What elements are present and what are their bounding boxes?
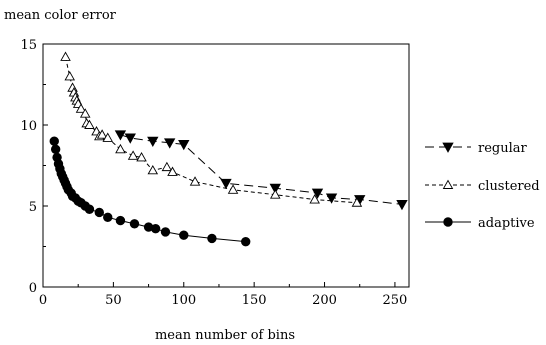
series-regular xyxy=(114,130,408,211)
data-point-regular xyxy=(269,183,281,195)
data-point-clustered xyxy=(64,70,76,81)
data-point-clustered xyxy=(75,103,87,113)
x-axis-title: mean number of bins xyxy=(155,328,295,343)
data-point-clustered xyxy=(147,164,159,175)
data-point-clustered xyxy=(127,150,139,160)
series-line-regular xyxy=(120,134,403,205)
data-point-adaptive xyxy=(129,219,140,229)
data-point-adaptive xyxy=(160,227,171,237)
y-tick-label: 5 xyxy=(29,200,37,215)
data-point-clustered xyxy=(84,119,95,129)
data-point-clustered xyxy=(269,189,281,199)
x-tick-label: 250 xyxy=(383,293,408,308)
data-point-clustered xyxy=(102,132,114,142)
legend-label: adaptive xyxy=(478,216,535,231)
data-point-adaptive xyxy=(50,144,61,155)
legend-item-regular: regular xyxy=(425,141,528,156)
legend-marker xyxy=(442,142,454,153)
x-tick-label: 50 xyxy=(105,293,122,308)
data-point-regular xyxy=(147,136,159,148)
data-point-clustered xyxy=(167,166,178,176)
series-clustered xyxy=(60,51,363,207)
data-point-regular xyxy=(325,193,338,204)
data-point-regular xyxy=(178,140,190,151)
x-tick-label: 100 xyxy=(171,293,196,308)
legend-label: clustered xyxy=(478,179,540,194)
series-layer xyxy=(49,51,408,247)
data-point-clustered xyxy=(161,161,173,172)
axes: 0 50 100 150 200 250 0 5 10 15 xyxy=(20,38,410,308)
x-tick-label: 200 xyxy=(312,293,337,308)
y-axis-title: mean color error xyxy=(4,8,117,23)
y-tick-label: 10 xyxy=(20,119,37,134)
data-point-regular xyxy=(396,199,408,211)
data-point-adaptive xyxy=(207,233,217,244)
data-point-adaptive xyxy=(150,223,161,234)
data-point-regular xyxy=(220,178,232,190)
data-point-clustered xyxy=(189,176,201,186)
x-tick-label: 150 xyxy=(242,293,267,308)
legend-marker xyxy=(443,217,453,227)
data-point-clustered xyxy=(79,108,91,118)
x-tick-label: 0 xyxy=(39,293,47,308)
plot-frame xyxy=(42,43,410,288)
data-point-clustered xyxy=(115,143,126,154)
data-point-regular xyxy=(164,138,176,149)
y-tick-label: 0 xyxy=(29,281,37,296)
data-point-adaptive xyxy=(84,204,95,214)
series-adaptive xyxy=(49,136,251,247)
data-point-adaptive xyxy=(94,207,105,218)
data-point-clustered xyxy=(96,129,108,139)
legend-item-adaptive: adaptive xyxy=(425,216,535,231)
data-point-adaptive xyxy=(241,236,251,247)
data-point-adaptive xyxy=(49,136,59,146)
data-point-adaptive xyxy=(103,212,113,223)
data-point-regular xyxy=(311,188,324,199)
data-point-clustered xyxy=(227,184,239,194)
y-tick-label: 15 xyxy=(20,38,37,53)
data-point-clustered xyxy=(136,151,147,162)
data-point-clustered xyxy=(309,194,320,204)
legend-item-clustered: clustered xyxy=(425,179,540,194)
legend: regular clustered adaptive xyxy=(425,141,540,231)
data-point-regular xyxy=(114,130,127,141)
legend-label: regular xyxy=(478,141,528,156)
legend-marker xyxy=(442,179,454,189)
data-point-clustered xyxy=(60,51,71,61)
data-point-regular xyxy=(124,133,136,144)
data-point-clustered xyxy=(351,197,363,207)
data-point-adaptive xyxy=(115,215,126,226)
data-point-adaptive xyxy=(179,230,189,240)
series-line-clustered xyxy=(65,56,357,204)
